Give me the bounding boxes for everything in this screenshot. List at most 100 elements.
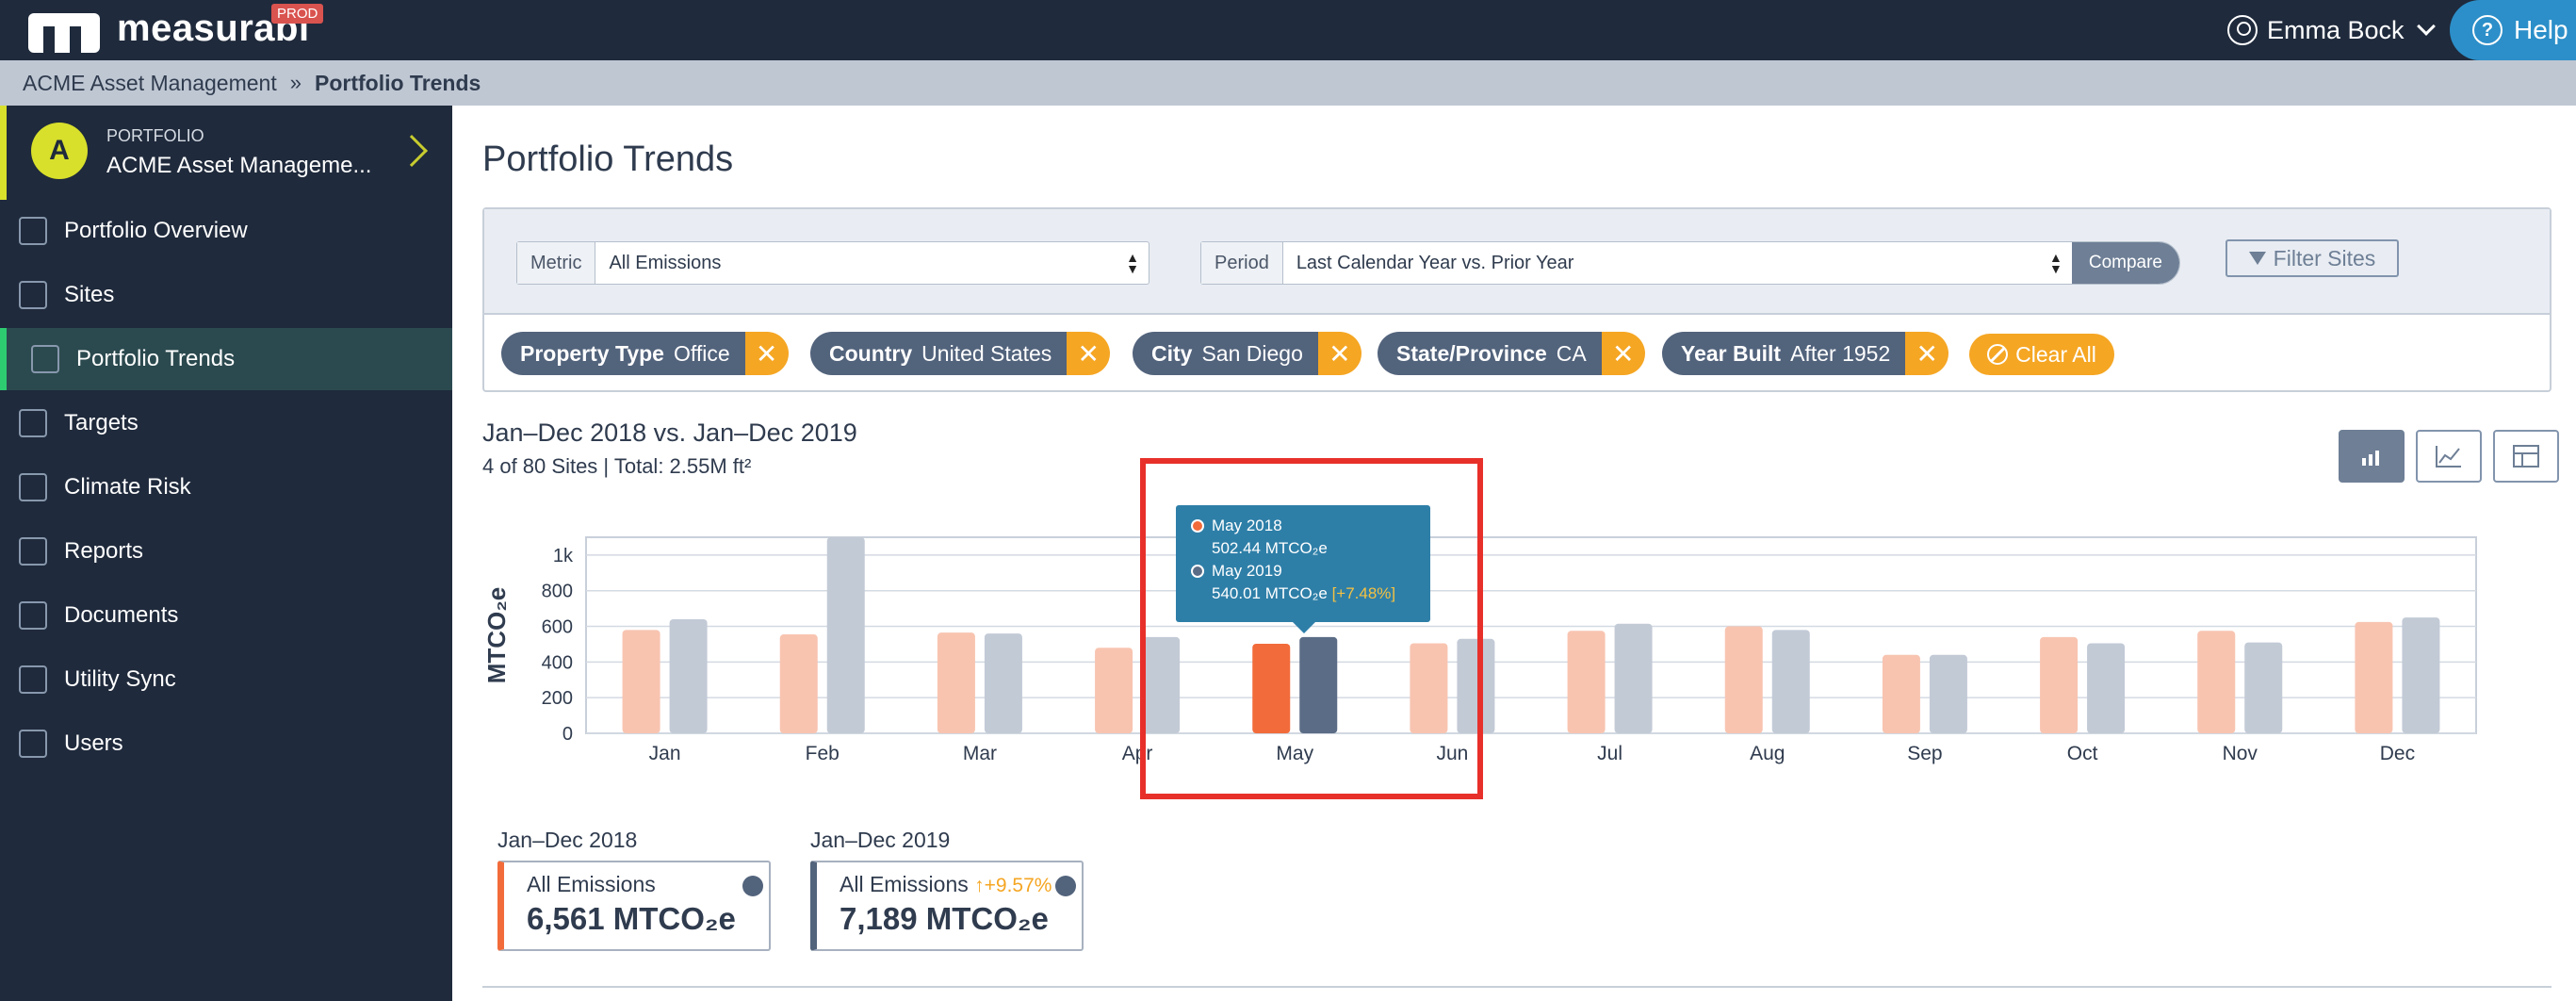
user-icon bbox=[2227, 15, 2258, 45]
sidebar-item-users[interactable]: Users bbox=[0, 713, 452, 775]
metric-select[interactable]: Metric All Emissions ▲ ▼ bbox=[516, 241, 1149, 285]
filter-panel: Metric All Emissions ▲ ▼ Period Last Cale… bbox=[482, 207, 2552, 392]
bar-2019-dec bbox=[2402, 617, 2440, 733]
sidebar-item-label: Portfolio Overview bbox=[64, 218, 248, 243]
help-button[interactable]: ? Help bbox=[2450, 0, 2576, 60]
top-bar: measurabl PROD Emma Bock ? Help bbox=[0, 0, 2576, 60]
period-label: Period bbox=[1201, 242, 1283, 284]
plot-frame bbox=[585, 536, 2477, 734]
sidebar-item-climate-risk[interactable]: Climate Risk bbox=[0, 456, 452, 518]
highlight-box bbox=[1140, 458, 1483, 799]
sidebar-item-label: Documents bbox=[64, 602, 179, 628]
sidebar-item-portfolio-overview[interactable]: Portfolio Overview bbox=[0, 200, 452, 262]
sidebar-item-targets[interactable]: Targets bbox=[0, 392, 452, 454]
portfolio-label: PORTFOLIO bbox=[106, 126, 204, 145]
bar-2019-aug bbox=[1771, 630, 1810, 733]
chip-key: Year Built bbox=[1681, 340, 1782, 366]
summary-card[interactable]: All Emissions 6,561 MTCO₂e bbox=[497, 861, 771, 951]
sync-icon bbox=[19, 665, 47, 694]
sidebar-item-utility-sync[interactable]: Utility Sync bbox=[0, 648, 452, 711]
summary-card[interactable]: All Emissions ↑+9.57% 7,189 MTCO₂e bbox=[810, 861, 1084, 951]
summary-2019: Jan–Dec 2019 All Emissions ↑+9.57% 7,189… bbox=[810, 828, 1084, 951]
y-tick-label: 600 bbox=[542, 617, 573, 638]
compare-button[interactable]: Compare bbox=[2071, 242, 2179, 284]
line-view-button[interactable] bbox=[2416, 430, 2482, 483]
period-select[interactable]: Period Last Calendar Year vs. Prior Year… bbox=[1200, 241, 2180, 285]
chevron-right-icon[interactable] bbox=[396, 135, 428, 167]
chip-value: San Diego bbox=[1201, 340, 1303, 366]
period-value[interactable]: Last Calendar Year vs. Prior Year ▲ ▼ bbox=[1283, 242, 2072, 284]
sidebar-item-label: Portfolio Trends bbox=[76, 346, 236, 371]
summary-metric: All Emissions bbox=[840, 872, 969, 896]
breadcrumb-root[interactable]: ACME Asset Management bbox=[23, 70, 277, 95]
chip-body: City San Diego bbox=[1133, 332, 1318, 375]
y-tick-label: 400 bbox=[542, 652, 573, 673]
table-view-button[interactable] bbox=[2493, 430, 2559, 483]
bar-2019-apr bbox=[1142, 636, 1181, 733]
metric-value-text: All Emissions bbox=[609, 252, 722, 273]
chip-value: CA bbox=[1556, 340, 1587, 366]
bar-2018-sep bbox=[1882, 654, 1920, 733]
measurabl-logo-icon[interactable] bbox=[28, 6, 100, 53]
bar-2018-mar bbox=[937, 632, 975, 733]
bar-2018-jun bbox=[1410, 643, 1448, 733]
sidebar-item-portfolio-trends[interactable]: Portfolio Trends bbox=[0, 328, 452, 390]
series-2018-dot-icon bbox=[1191, 519, 1204, 533]
series-2019-dot-icon bbox=[1191, 565, 1204, 578]
x-tick-label: Jan bbox=[649, 743, 681, 764]
filter-sites-button[interactable]: Filter Sites bbox=[2225, 239, 2399, 277]
env-badge: PROD bbox=[271, 4, 324, 24]
filter-sites-label: Filter Sites bbox=[2273, 245, 2376, 271]
breadcrumb: ACME Asset Management » Portfolio Trends bbox=[0, 60, 2576, 106]
remove-chip-icon[interactable]: ✕ bbox=[1067, 332, 1111, 375]
remove-chip-icon[interactable]: ✕ bbox=[1601, 332, 1645, 375]
bar-2019-jan bbox=[669, 618, 708, 733]
user-menu[interactable]: Emma Bock bbox=[2227, 11, 2436, 49]
tooltip-value2: 540.01 MTCO₂e bbox=[1212, 584, 1328, 602]
sidebar-item-reports[interactable]: Reports bbox=[0, 520, 452, 583]
tooltip-row: May 2019 bbox=[1191, 560, 1415, 583]
portfolio-selector[interactable]: A PORTFOLIO ACME Asset Manageme... bbox=[0, 106, 452, 200]
arrow-up-icon: ↑ bbox=[974, 875, 985, 896]
remove-chip-icon[interactable]: ✕ bbox=[1317, 332, 1361, 375]
bar-view-button[interactable] bbox=[2339, 430, 2405, 483]
bar-2018-aug bbox=[1724, 626, 1763, 733]
filter-chip-property-type: Property Type Office ✕ bbox=[501, 332, 789, 375]
summary-metric: All Emissions bbox=[527, 872, 656, 896]
chip-body: State/Province CA bbox=[1378, 332, 1602, 375]
y-tick-label: 800 bbox=[542, 582, 573, 602]
summary-period: Jan–Dec 2018 bbox=[497, 828, 638, 852]
remove-chip-icon[interactable]: ✕ bbox=[1905, 332, 1949, 375]
divider bbox=[482, 986, 2552, 988]
clear-all-button[interactable]: Clear All bbox=[1969, 334, 2114, 375]
filter-chip-state-province: State/Province CA ✕ bbox=[1378, 332, 1645, 375]
sidebar-item-label: Users bbox=[64, 730, 123, 756]
metric-value[interactable]: All Emissions ▲ ▼ bbox=[595, 242, 1149, 284]
x-tick-label: Dec bbox=[2380, 743, 2415, 764]
tooltip-pct: [+7.48%] bbox=[1331, 584, 1396, 602]
help-icon: ? bbox=[2472, 15, 2503, 45]
bar-2018-feb bbox=[779, 634, 818, 733]
x-tick-label: Nov bbox=[2223, 743, 2258, 764]
chart-icon bbox=[19, 217, 47, 245]
bar-2019-feb bbox=[826, 537, 865, 733]
chip-value: United States bbox=[921, 340, 1052, 366]
period-value-text: Last Calendar Year vs. Prior Year bbox=[1296, 252, 1574, 273]
y-tick-label: 200 bbox=[542, 688, 573, 709]
bar-2018-oct bbox=[2040, 636, 2079, 733]
x-tick-label: May bbox=[1276, 743, 1313, 764]
bar-2019-jul bbox=[1614, 623, 1653, 733]
info-badge-icon[interactable] bbox=[742, 876, 763, 896]
info-badge-icon[interactable] bbox=[1055, 876, 1076, 896]
x-tick-label: Oct bbox=[2067, 743, 2098, 764]
remove-chip-icon[interactable]: ✕ bbox=[744, 332, 789, 375]
sidebar-item-label: Sites bbox=[64, 282, 115, 307]
y-axis-label: MTCO₂e bbox=[482, 587, 511, 684]
y-tick-label: 0 bbox=[562, 724, 573, 745]
sidebar-item-sites[interactable]: Sites bbox=[0, 264, 452, 326]
document-icon bbox=[19, 601, 47, 630]
filter-chip-city: City San Diego ✕ bbox=[1133, 332, 1361, 375]
select-arrows-icon: ▲ ▼ bbox=[2048, 250, 2062, 276]
sidebar-item-documents[interactable]: Documents bbox=[0, 584, 452, 647]
